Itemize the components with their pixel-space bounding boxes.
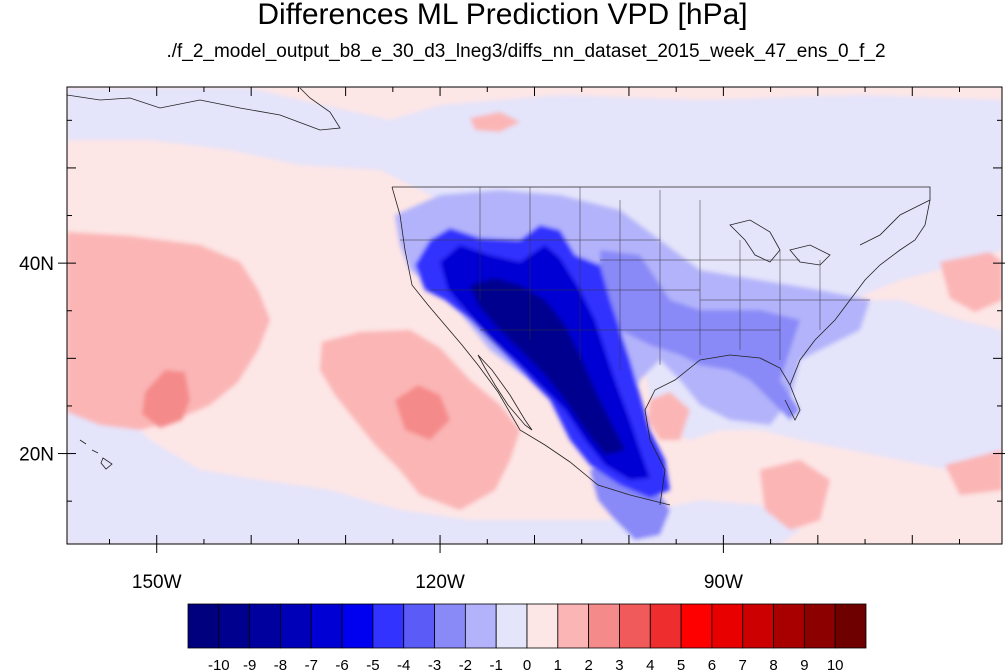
field-region-light-red (945, 450, 1002, 495)
colorbar-label: -9 (243, 657, 256, 672)
colorbar-swatch (803, 603, 836, 649)
colorbar-label: 7 (739, 657, 747, 672)
state-border-lines (400, 187, 870, 370)
colorbar-swatch (742, 603, 774, 649)
colorbar-swatch (372, 603, 405, 649)
colorbar-swatch (834, 603, 867, 649)
colorbar-label: 2 (584, 657, 592, 672)
colorbar-swatch (249, 603, 281, 649)
colorbar-swatch (526, 603, 559, 649)
field-region-light-red (648, 392, 690, 440)
colorbar-swatch (341, 603, 374, 649)
colorbar-swatch (310, 603, 343, 649)
lon-label: 120W (415, 572, 465, 593)
colorbar: -10 -9 -8 -7 -6 -5 -4 -3 -2 -1 0 1 2 3 4 5 6 7 8 9 10 (187, 603, 867, 672)
map-subtitle: ./f_2_model_output_b8_e_30_d3_lneg3/diff… (166, 41, 886, 62)
field-region-light-blue (67, 500, 300, 544)
difference-field (67, 88, 1002, 544)
colorbar-label: -1 (490, 657, 503, 672)
colorbar-label: -2 (459, 657, 472, 672)
lat-label: 20N (19, 445, 54, 466)
colorbar-swatch (218, 603, 251, 649)
colorbar-label: 10 (827, 657, 844, 672)
colorbar-label: 5 (677, 657, 685, 672)
colorbar-swatch (495, 603, 528, 649)
lon-label: 150W (132, 572, 182, 593)
coastlines (67, 87, 931, 506)
colorbar-label: -10 (208, 657, 230, 672)
axis-labels: 150W 120W 90W 40N 20N (19, 87, 1005, 593)
field-region-light-red (760, 460, 830, 530)
colorbar-label: 8 (769, 657, 777, 672)
colorbar-swatch (280, 603, 312, 649)
field-region-medium-red (142, 370, 190, 428)
field-region-light-red (940, 252, 1002, 312)
map-title: Differences ML Prediction VPD [hPa] (257, 0, 748, 31)
coastline-gulf (644, 354, 801, 506)
field-region-light-red (470, 112, 520, 132)
colorbar-swatch (711, 603, 744, 649)
field-region-light-blue (67, 380, 800, 544)
colorbar-label: 4 (646, 657, 654, 672)
colorbar-label: 6 (708, 657, 716, 672)
coastline-east-coast (789, 199, 931, 386)
field-region-medium-red (395, 385, 450, 440)
colorbar-swatch (773, 603, 805, 649)
field-region-strong-blue (470, 278, 625, 455)
field-region-light-red (67, 232, 270, 430)
coastline-hawaii (79, 439, 113, 470)
lon-label: 90W (704, 572, 743, 593)
map-plot-area (67, 87, 1002, 544)
colorbar-swatch (680, 603, 713, 649)
colorbar-label: 1 (554, 657, 562, 672)
coastline-canada (392, 186, 931, 246)
colorbar-swatch (434, 603, 466, 649)
colorbar-swatch (403, 603, 435, 649)
colorbar-label: -8 (274, 657, 287, 672)
colorbar-label: -7 (305, 657, 318, 672)
colorbar-label: 3 (615, 657, 623, 672)
lat-label: 40N (19, 254, 54, 275)
colorbar-label: -5 (366, 657, 379, 672)
state-borders (400, 187, 870, 370)
coastline-baja (477, 354, 533, 431)
colorbar-label: 0 (523, 657, 531, 672)
colorbar-swatch (557, 603, 590, 649)
colorbar-label: -6 (335, 657, 348, 672)
colorbar-label: -4 (397, 657, 410, 672)
colorbar-swatch (649, 603, 682, 649)
colorbar-swatch (187, 603, 220, 649)
colorbar-label: 9 (800, 657, 808, 672)
colorbar-label: -3 (428, 657, 441, 672)
colorbar-swatch (619, 603, 651, 649)
coastline-alaska (67, 87, 341, 131)
colorbar-swatch (588, 603, 620, 649)
colorbar-swatch (464, 603, 497, 649)
coastline-west-coast (391, 186, 671, 506)
